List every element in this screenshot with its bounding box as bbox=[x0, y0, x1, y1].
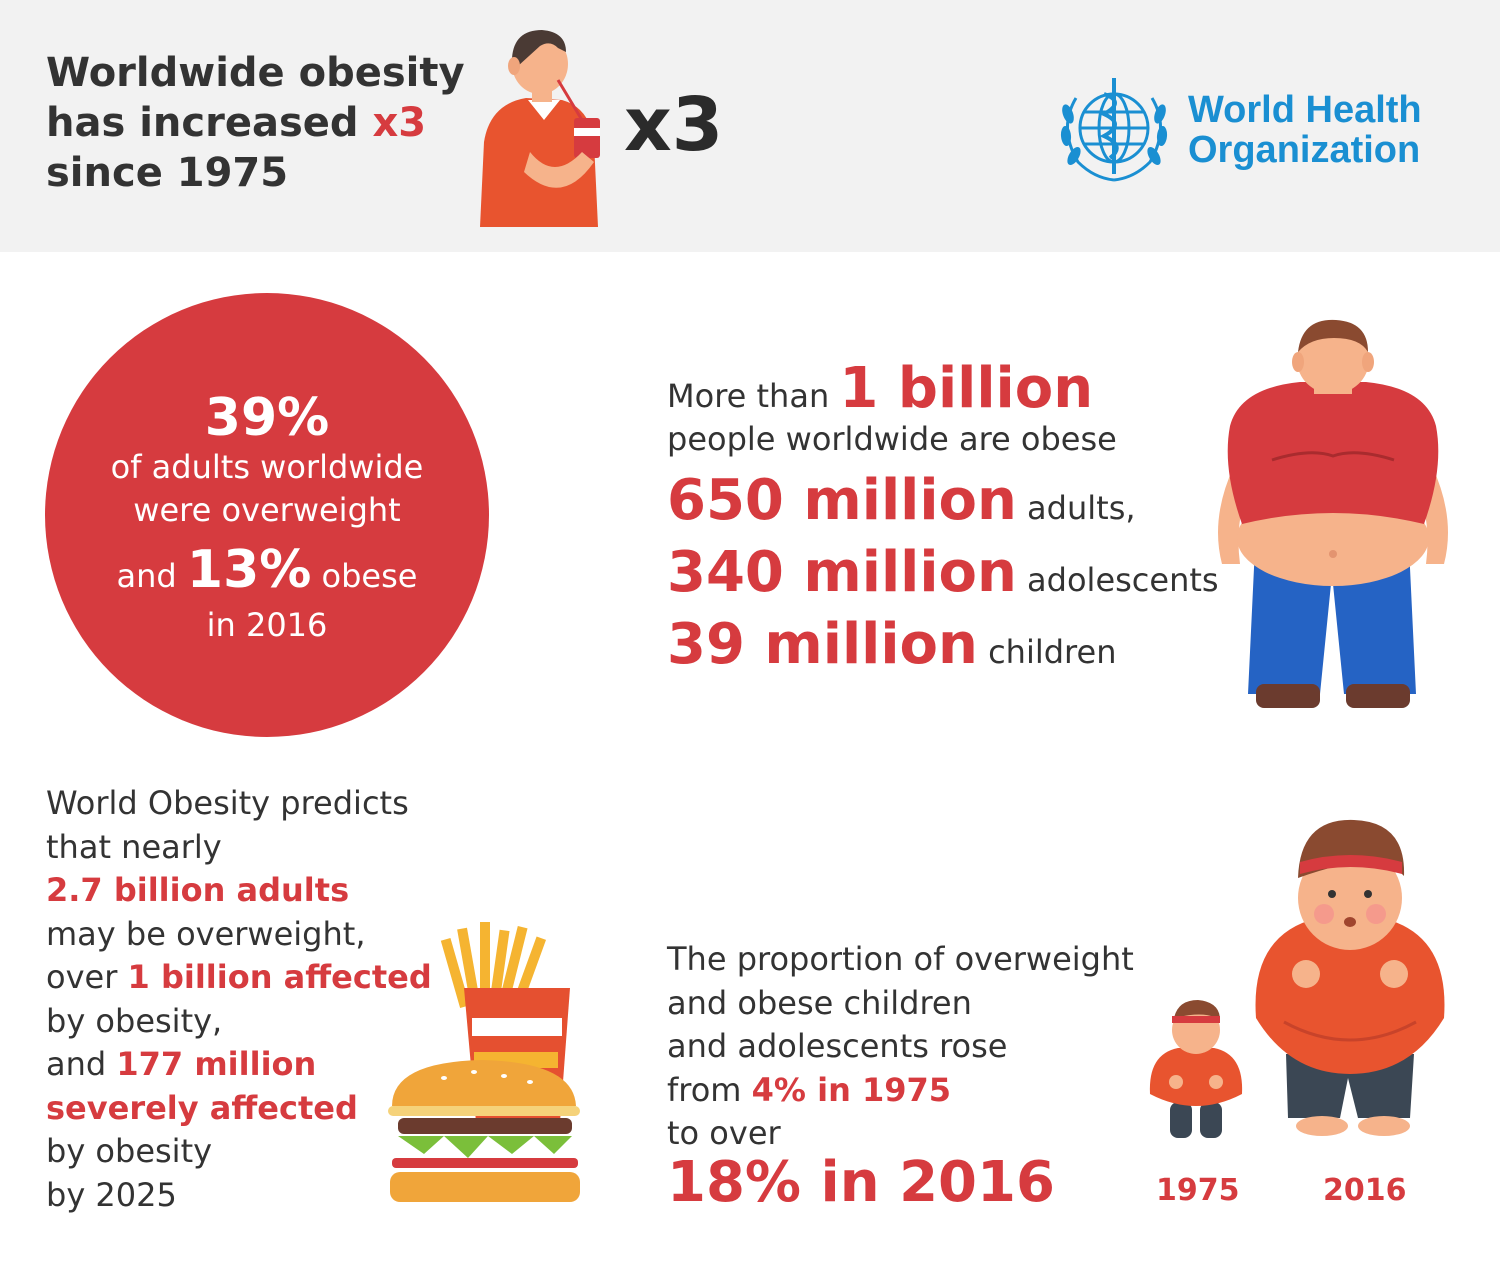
circle-year: in 2016 bbox=[206, 606, 328, 644]
prediction-text: World Obesity predicts that nearly 2.7 b… bbox=[46, 782, 432, 1217]
prediction-line: by obesity bbox=[46, 1132, 213, 1170]
year-label-2016: 2016 bbox=[1323, 1173, 1407, 1208]
row-value: 650 million bbox=[667, 468, 1017, 533]
row-label: children bbox=[988, 633, 1117, 671]
circle-line-1: of adults worldwide bbox=[110, 448, 424, 486]
year-label-1975: 1975 bbox=[1156, 1173, 1240, 1208]
prediction-highlight: severely affected bbox=[46, 1088, 358, 1127]
prediction-line: over 1 billion affected bbox=[46, 956, 432, 1000]
children-text: The proportion of overweight and obese c… bbox=[667, 938, 1134, 1156]
obese-intro-line: More than 1 billion bbox=[667, 356, 1093, 421]
who-logo-line-2: Organization bbox=[1188, 129, 1421, 171]
prediction-highlight: 2.7 billion adults bbox=[46, 871, 350, 909]
multiplier-x3: x3 bbox=[624, 82, 724, 168]
children-line: and obese children bbox=[667, 983, 972, 1022]
child-1975-icon bbox=[1149, 1000, 1243, 1138]
children-prefix: from bbox=[667, 1070, 752, 1109]
intro-prefix: More than bbox=[667, 377, 830, 415]
obese-intro-suffix: people worldwide are obese bbox=[667, 420, 1117, 458]
title-highlight: x3 bbox=[372, 100, 427, 146]
obese-man-icon bbox=[1218, 319, 1448, 708]
title-line-2: has increased x3 bbox=[46, 98, 465, 148]
row-label: adolescents bbox=[1027, 561, 1219, 599]
pct-obese: 13% bbox=[186, 540, 312, 600]
prediction-prefix: over bbox=[46, 958, 128, 996]
children-line: The proportion of overweight bbox=[667, 940, 1134, 978]
row-value: 340 million bbox=[667, 540, 1017, 605]
obese-total: 1 billion bbox=[839, 356, 1094, 421]
fast-food-icon bbox=[388, 922, 580, 1202]
obese-row-children: 39 million children bbox=[667, 612, 1116, 677]
page-title: Worldwide obesity has increased x3 since… bbox=[46, 48, 465, 198]
circle-obese-line: and 13% obese bbox=[45, 540, 489, 600]
row-label: adults, bbox=[1027, 489, 1136, 527]
prediction-line: World Obesity predicts bbox=[46, 784, 409, 822]
prediction-line: that nearly bbox=[46, 827, 222, 866]
child-2016-icon bbox=[1255, 819, 1445, 1136]
who-logo-line-1: World Health bbox=[1188, 89, 1422, 131]
obese-label: obese bbox=[321, 557, 418, 595]
children-line: to over bbox=[667, 1114, 781, 1152]
who-logo-text: World Health Organization bbox=[1188, 90, 1422, 170]
prediction-line: may be overweight, bbox=[46, 914, 366, 953]
prediction-line: by 2025 bbox=[46, 1175, 177, 1214]
prediction-prefix: and bbox=[46, 1045, 117, 1083]
header-band bbox=[0, 0, 1500, 252]
children-line: and adolescents rose bbox=[667, 1027, 1008, 1065]
obese-row-adolescents: 340 million adolescents bbox=[667, 540, 1219, 605]
title-line-2-prefix: has increased bbox=[46, 100, 373, 146]
children-from-value: 4% in 1975 bbox=[751, 1070, 952, 1109]
title-line-3: since 1975 bbox=[46, 150, 289, 196]
prediction-line: by obesity, bbox=[46, 1001, 223, 1040]
adults-stat-circle bbox=[45, 293, 489, 737]
who-emblem-icon bbox=[1060, 78, 1168, 182]
obese-row-adults: 650 million adults, bbox=[667, 468, 1136, 533]
pct-overweight: 39% bbox=[204, 388, 330, 448]
row-value: 39 million bbox=[667, 612, 978, 677]
children-to-value: 18% in 2016 bbox=[667, 1150, 1055, 1215]
man-drinking-soda-icon bbox=[480, 30, 600, 227]
title-line-1: Worldwide obesity bbox=[46, 50, 465, 96]
children-line: from 4% in 1975 bbox=[667, 1069, 1134, 1113]
prediction-highlight: 1 billion affected bbox=[127, 958, 432, 996]
prediction-line: and 177 million bbox=[46, 1043, 432, 1087]
and-label: and bbox=[116, 557, 177, 595]
circle-line-2: were overweight bbox=[133, 491, 401, 529]
prediction-highlight: 177 million bbox=[116, 1045, 317, 1083]
